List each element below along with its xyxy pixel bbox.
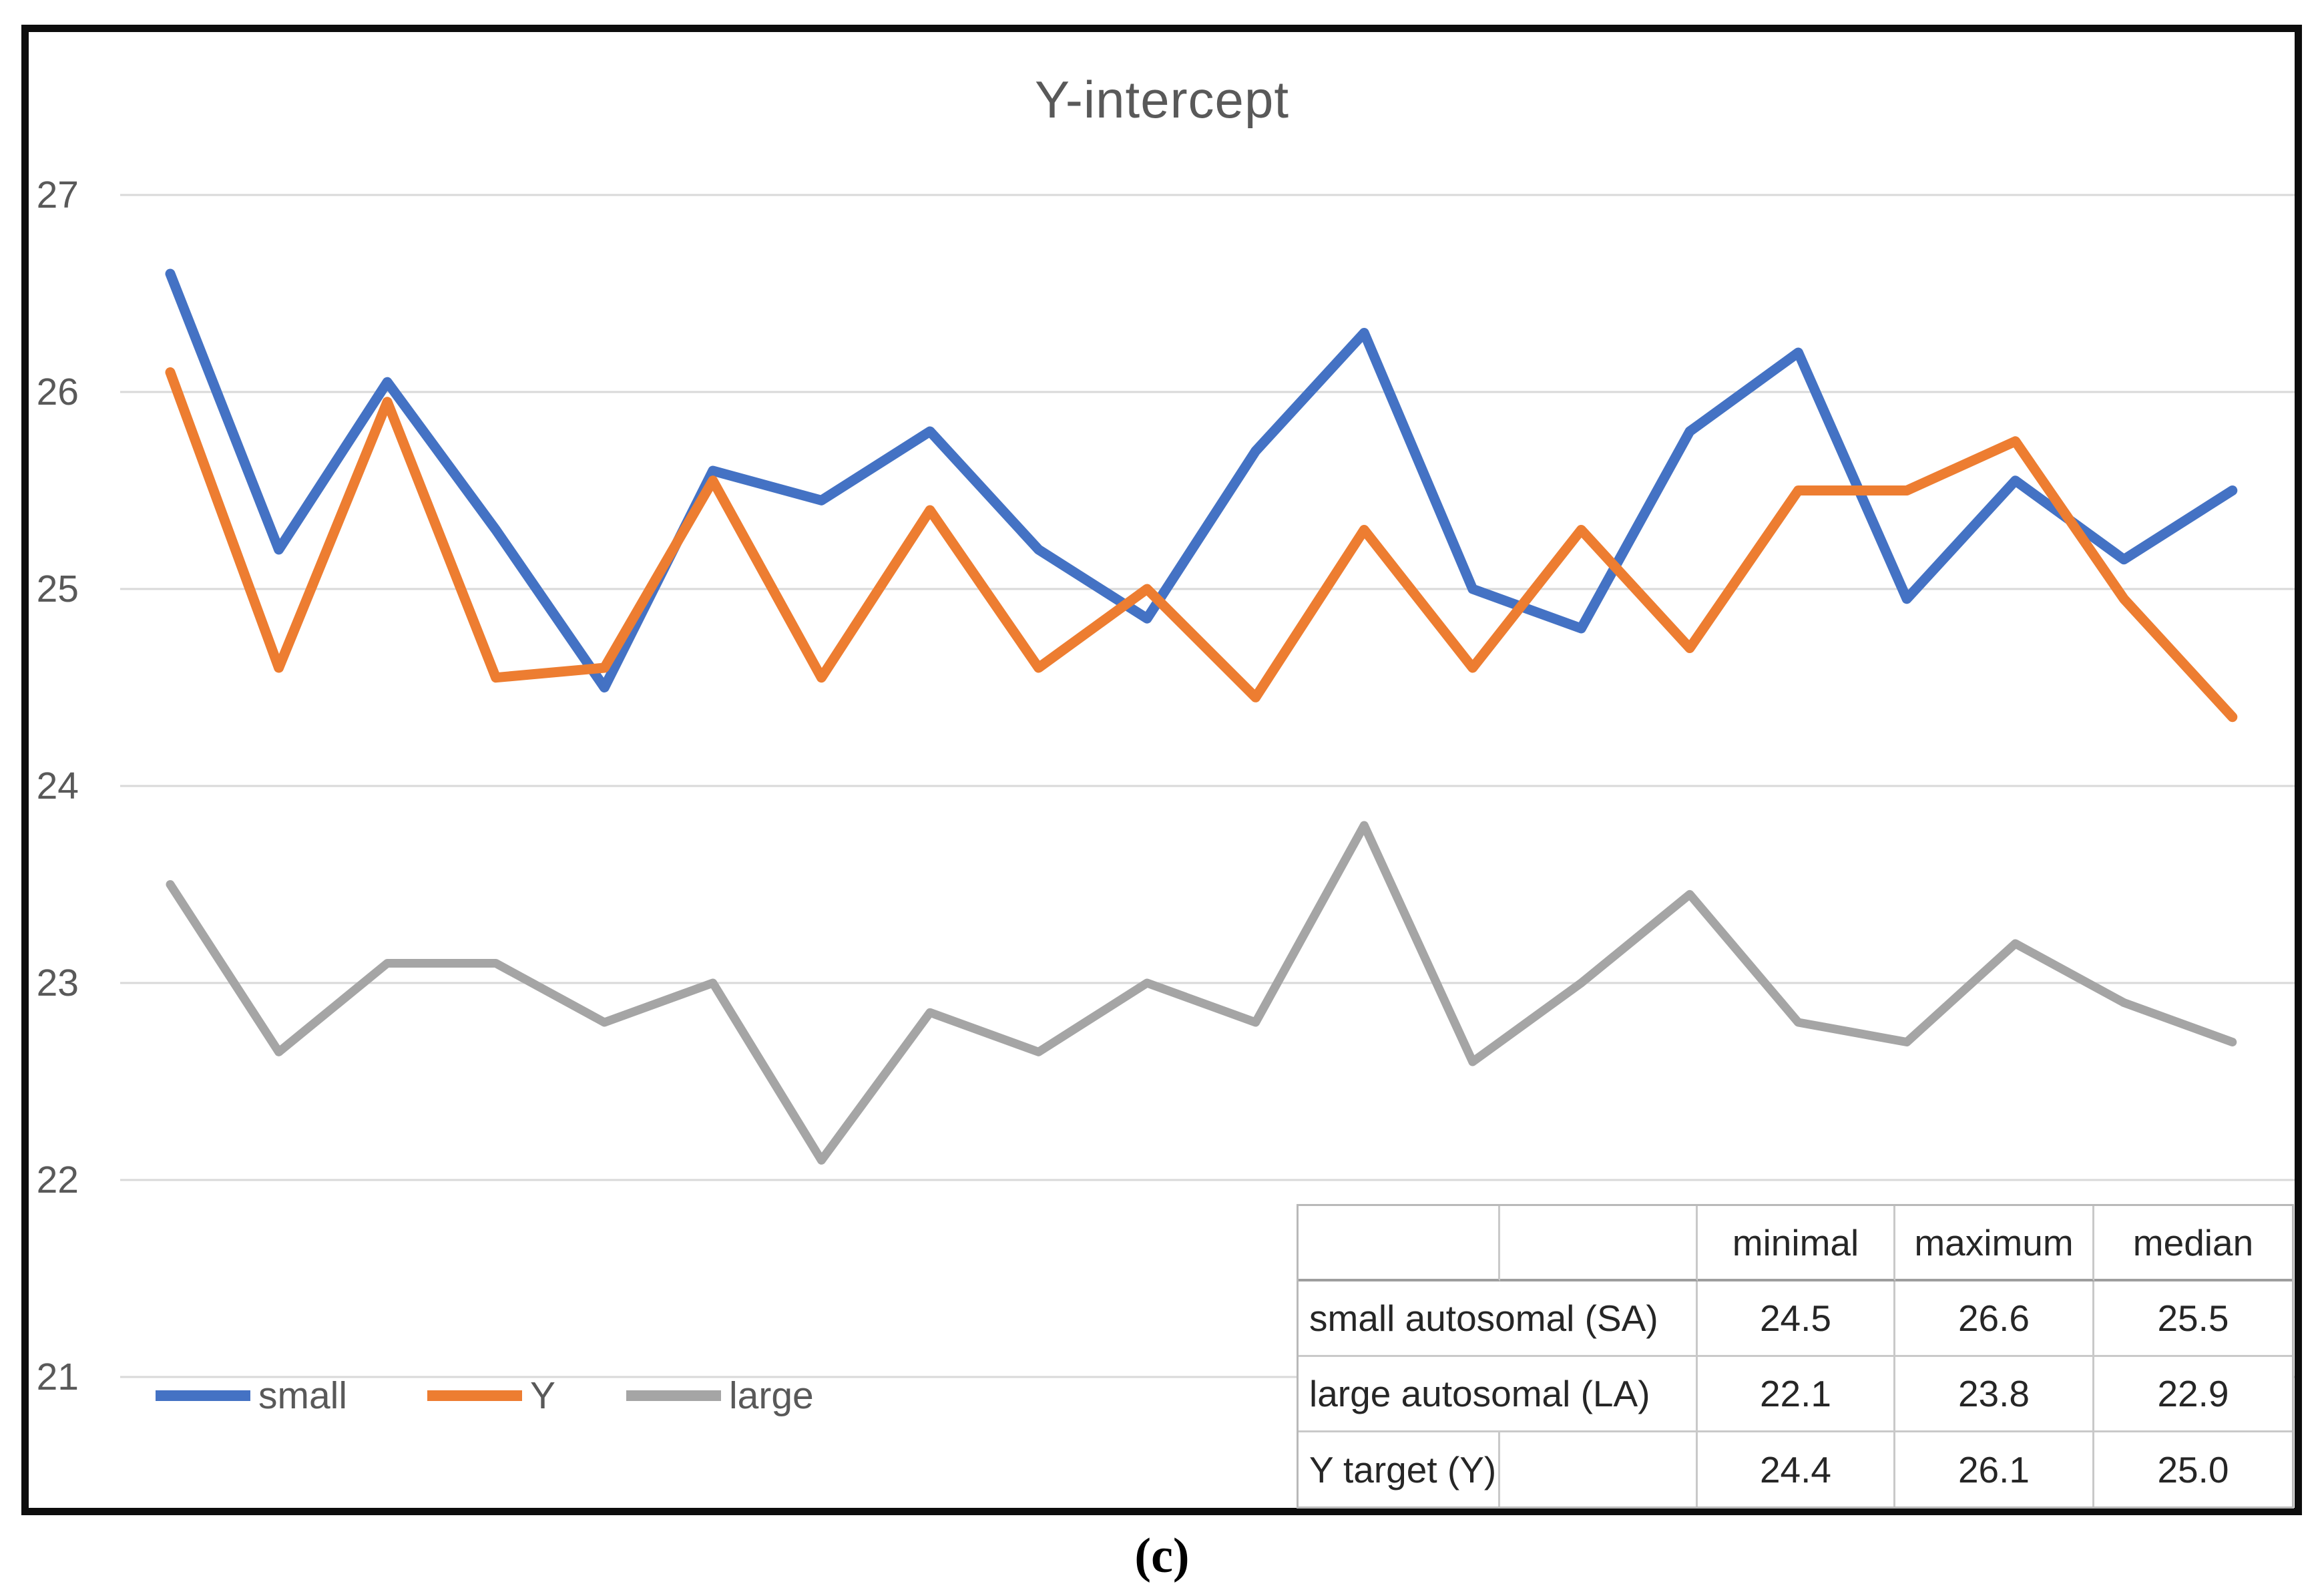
table-cell-spacer [1500,1432,1698,1507]
series-line-Y [165,367,2238,723]
legend-label-large: large [729,1374,814,1417]
figure-caption: (c) [1134,1529,1190,1583]
y-axis-tick-label-23: 23 [36,962,79,1004]
gridlines [120,194,2297,1378]
table-header-blank2 [1500,1206,1698,1281]
table-cell-y-maximum: 26.1 [1895,1432,2094,1507]
legend-item-y: Y [427,1374,556,1417]
legend-label-small: small [258,1374,348,1417]
y-axis-tick-label-27: 27 [36,174,79,216]
y-axis-tick-label-22: 22 [36,1159,79,1201]
y-axis-tick-label-26: 26 [36,371,79,413]
table-cell-sa-median: 25.5 [2094,1281,2292,1357]
y-axis-tick-label-21: 21 [36,1356,79,1398]
table-cell-sa-maximum: 26.6 [1895,1281,2094,1357]
legend-swatch-large [626,1390,721,1401]
table-row-label-sa: small autosomal (SA) [1299,1281,1658,1357]
legend-item-small: small [156,1374,348,1417]
y-axis-tick-label-25: 25 [36,568,79,610]
table-header-minimal: minimal [1698,1206,1895,1281]
table-cell-sa-minimal: 24.5 [1698,1281,1895,1357]
legend-swatch-y [427,1390,522,1401]
series-line-small [165,268,2238,692]
table-cell-la-maximum: 23.8 [1895,1357,2094,1432]
table-cell-la-median: 22.9 [2094,1357,2292,1432]
table-cell-spacer [1500,1281,1698,1357]
legend-swatch-small [156,1390,250,1401]
table-header-maximum: maximum [1895,1206,2094,1281]
chart-title: Y-intercept [1034,70,1289,129]
table-header-median: median [2094,1206,2292,1281]
series-line-large [166,821,2237,1165]
table-cell-y-minimal: 24.4 [1698,1432,1895,1507]
table-row-label-la: large autosomal (LA) [1299,1357,1650,1432]
table-header-blank1 [1299,1206,1500,1281]
table-row-label-y: Y target (Y) [1299,1432,1500,1507]
stats-table: minimal maximum median small autosomal (… [1297,1204,2294,1509]
table-cell-y-median: 25.0 [2157,1448,2229,1490]
figure-border [21,25,2302,1515]
table-cell-spacer [1500,1357,1698,1432]
legend-item-large: large [626,1374,814,1417]
y-axis-tick-label-24: 24 [36,765,79,807]
legend-label-y: Y [530,1374,556,1417]
table-cell-la-minimal: 22.1 [1698,1357,1895,1432]
